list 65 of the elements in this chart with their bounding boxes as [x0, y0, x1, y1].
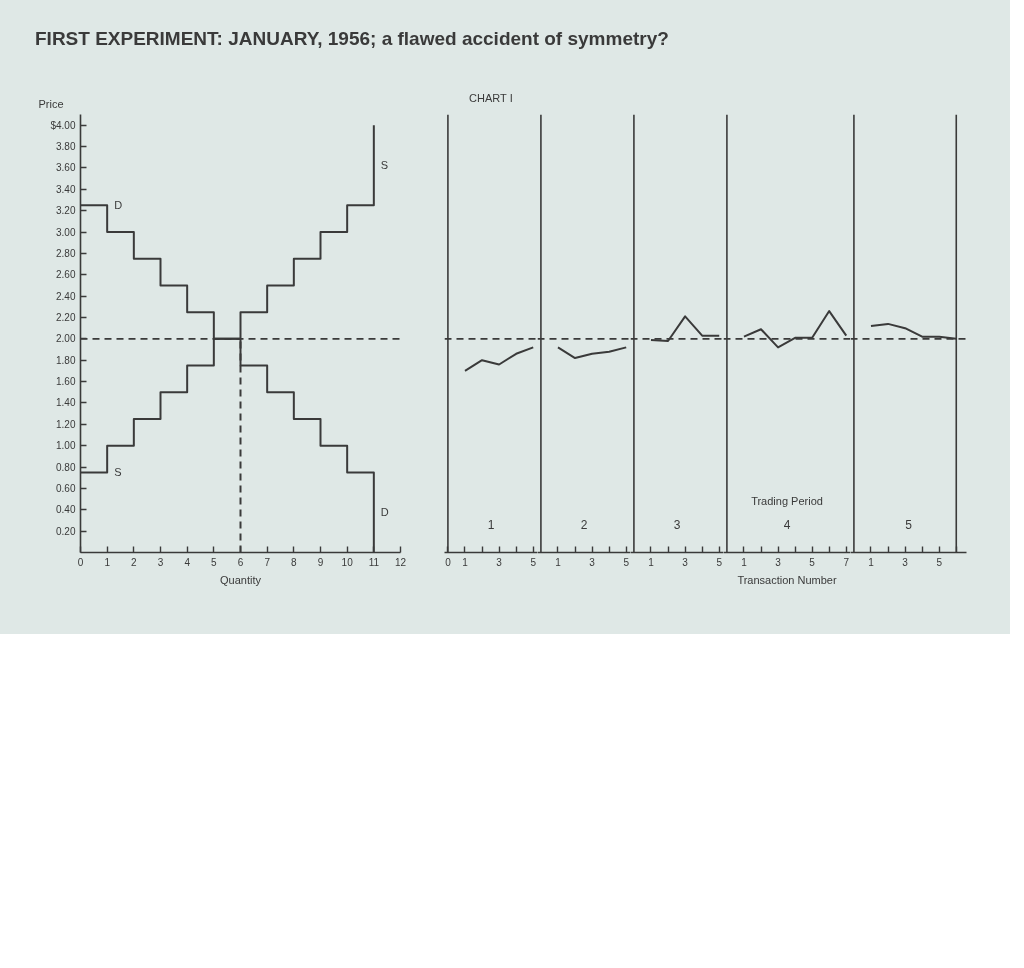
x-tick-label: 5	[936, 556, 943, 568]
y-tick-label: 0.40	[56, 504, 76, 516]
x-tick-label: 3	[682, 556, 689, 568]
annotation: 4	[783, 518, 791, 532]
x-tick-label: 4	[184, 556, 191, 568]
y-tick-label: 1.20	[56, 418, 76, 430]
y-tick-label: 1.40	[56, 397, 76, 409]
x-tick-label: 10	[341, 556, 354, 568]
x-tick-label: 1	[648, 556, 655, 568]
y-tick-label: 3.60	[56, 162, 76, 174]
y-tick-label: 0.20	[56, 525, 76, 537]
x-tick-label: 5	[716, 556, 723, 568]
chart-title: FIRST EXPERIMENT: JANUARY, 1956; a flawed accident of symmetry?	[35, 27, 669, 51]
y-tick-label: 3.40	[56, 183, 76, 195]
x-tick-label: 3	[496, 556, 503, 568]
annotation: 2	[580, 518, 588, 532]
annotation: 3	[673, 518, 681, 532]
x-tick-label: 1	[104, 556, 111, 568]
y-tick-label: 0.60	[56, 482, 76, 494]
x-tick-label: 9	[317, 556, 324, 568]
x-tick-label: 5	[809, 556, 816, 568]
annotation: 1	[487, 518, 495, 532]
y-tick-label: 1.60	[56, 376, 76, 388]
x-tick-label: 5	[530, 556, 537, 568]
x-axis-title: Quantity	[220, 573, 262, 586]
x-tick-label: 3	[157, 556, 164, 568]
x-tick-label: 7	[264, 556, 271, 568]
x-tick-label: 1	[462, 556, 469, 568]
y-tick-label: 2.40	[56, 290, 76, 302]
x-tick-label: 11	[368, 556, 380, 568]
x-tick-label: 1	[868, 556, 875, 568]
y-tick-label: 2.00	[56, 333, 76, 345]
y-tick-label: 2.60	[56, 269, 76, 281]
x-tick-label: 2	[131, 556, 138, 568]
x-tick-label: 6	[237, 556, 244, 568]
series-label: S	[114, 466, 122, 479]
x-tick-label: 8	[291, 556, 298, 568]
x-tick-label: 12	[394, 556, 407, 568]
y-tick-label: 3.80	[56, 141, 76, 153]
y-tick-label: 3.20	[56, 205, 76, 217]
annotation: Trading Period	[751, 494, 823, 507]
y-tick-label: 1.00	[56, 440, 76, 452]
y-tick-label: 0.80	[56, 461, 76, 473]
x-tick-label: 1	[741, 556, 748, 568]
x-tick-label: 3	[775, 556, 782, 568]
chart-title: CHART I	[469, 91, 513, 104]
y-tick-label: 2.20	[56, 311, 76, 323]
text: D	[380, 506, 389, 519]
x-tick-label: 5	[623, 556, 630, 568]
x-tick-label: 3	[589, 556, 596, 568]
y-tick-label: 1.80	[56, 354, 76, 366]
x-tick-label: 3	[902, 556, 909, 568]
series-label: D	[114, 199, 123, 212]
y-tick-label: 3.00	[56, 226, 76, 238]
x-tick-label: 7	[843, 556, 850, 568]
y-tick-label: 2.80	[56, 247, 76, 259]
x-tick-label: 0	[77, 556, 84, 568]
x-axis-title: Transaction Number	[737, 573, 837, 586]
y-tick-label: $4.00	[50, 119, 76, 131]
x-tick-label: 0	[445, 556, 452, 568]
y-axis-title: Price	[38, 97, 64, 110]
annotation: 5	[905, 518, 913, 532]
text: S	[380, 159, 389, 172]
x-tick-label: 1	[555, 556, 562, 568]
x-tick-label: 5	[211, 556, 218, 568]
